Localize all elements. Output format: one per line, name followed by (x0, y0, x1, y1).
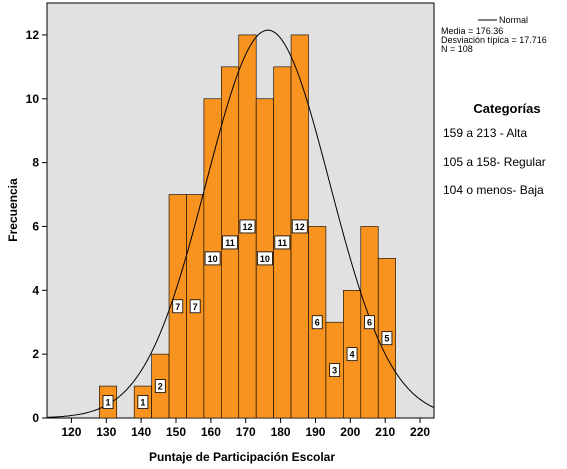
bar-data-label-text: 12 (242, 222, 252, 232)
x-tick-label: 170 (236, 425, 256, 439)
y-axis-ticks: 0 2 4 6 8 10 12 (26, 28, 47, 425)
bar-data-label-box (137, 395, 149, 409)
bar-data-label-text: 1 (106, 398, 111, 408)
y-tick-label: 0 (32, 411, 39, 425)
category-baja: 104 o menos- Baja (443, 183, 544, 197)
bar-data-label: 3 (329, 363, 341, 378)
bar-data-label-box (222, 235, 238, 250)
bar-data-label-text: 11 (278, 238, 288, 248)
bar-data-label: 2 (154, 379, 166, 393)
bar-data-label: 6 (311, 315, 323, 330)
bar-data-label-text: 10 (208, 254, 218, 264)
y-tick-label: 6 (32, 219, 39, 233)
x-tick-label: 150 (166, 425, 186, 439)
bar-data-label-box (154, 379, 166, 393)
bar-data-label-box (329, 363, 341, 378)
bar-data-label-box (172, 299, 184, 314)
bar-data-label-text: 3 (332, 366, 337, 376)
x-tick-label: 180 (271, 425, 291, 439)
y-tick-label: 12 (26, 28, 40, 42)
bar-data-label-box (311, 315, 323, 330)
x-tick-label: 210 (375, 425, 395, 439)
bar-data-label-text: 1 (140, 398, 145, 408)
bar-data-label: 1 (137, 395, 149, 409)
x-tick-label: 140 (131, 425, 151, 439)
bar-data-label: 10 (204, 251, 221, 266)
category-alta: 159 a 213 - Alta (443, 126, 527, 140)
y-axis-label: Frecuencia (6, 178, 20, 242)
y-tick-label: 8 (32, 156, 39, 170)
x-tick-label: 190 (305, 425, 325, 439)
bar-data-label-text: 7 (175, 302, 180, 312)
x-axis-ticks: 120 130 140 150 160 170 180 190 200 210 220 (61, 418, 430, 439)
bar-data-label: 12 (291, 219, 308, 234)
y-tick-label: 2 (32, 347, 39, 361)
bar-data-label-box (274, 235, 291, 250)
x-axis-label: Puntaje de Participación Escolar (149, 450, 335, 464)
bar-data-label: 11 (274, 235, 291, 250)
bar-data-label-box (204, 251, 221, 266)
bar-data-label-box (364, 315, 375, 330)
x-tick-label: 220 (410, 425, 430, 439)
bar-data-label-text: 2 (158, 382, 163, 392)
bar-data-label-text: 12 (295, 222, 305, 232)
bar-data-label-box (102, 395, 114, 409)
bar-data-label: 5 (381, 331, 393, 346)
bar-data-label: 1 (102, 395, 114, 409)
bar-data-label-box (189, 299, 201, 314)
stat-mean: Media = 176.36 (441, 26, 503, 36)
x-tick-label: 200 (340, 425, 360, 439)
bar-data-label: 7 (172, 299, 184, 314)
bar-data-label-box (381, 331, 393, 346)
bar-data-label-box (346, 347, 358, 362)
bar-data-label: 4 (346, 347, 358, 362)
bar-data-label-box (291, 219, 308, 234)
categories-title: Categorías (473, 101, 540, 116)
bar-data-label: 6 (364, 315, 375, 330)
bar-data-label-text: 6 (315, 318, 320, 328)
bar-data-label-text: 4 (350, 350, 355, 360)
bar-data-label-box (239, 219, 256, 234)
bar-data-label-text: 7 (193, 302, 198, 312)
bar-data-label-text: 6 (367, 318, 372, 328)
y-tick-label: 4 (32, 283, 39, 297)
bar-data-label: 12 (239, 219, 256, 234)
category-regular: 105 a 158- Regular (443, 155, 546, 169)
x-tick-label: 120 (61, 425, 81, 439)
bar-data-label-text: 10 (260, 254, 270, 264)
x-tick-label: 130 (96, 425, 116, 439)
stat-n: N = 108 (441, 44, 473, 54)
x-tick-label: 160 (201, 425, 221, 439)
legend-entry: Normal (499, 15, 528, 25)
stat-std-dev: Desviación típica = 17.716 (441, 35, 547, 45)
bar-data-label: 10 (257, 251, 273, 266)
bar-data-label: 7 (189, 299, 201, 314)
bar-data-label-text: 11 (225, 238, 235, 248)
y-tick-label: 10 (26, 92, 40, 106)
bar-data-label-box (257, 251, 273, 266)
bar-data-label: 11 (222, 235, 238, 250)
bar-data-label-text: 5 (384, 334, 389, 344)
